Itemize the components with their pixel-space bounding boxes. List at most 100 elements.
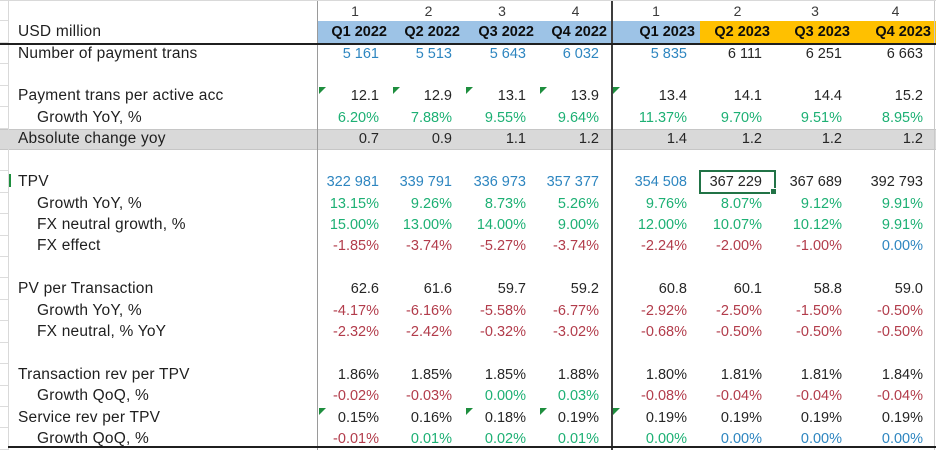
cell[interactable]: 0.16% [410, 409, 452, 426]
cell[interactable]: -0.02% [333, 388, 379, 405]
cell[interactable]: 0.15% [318, 407, 392, 428]
cell[interactable]: -0.50% [877, 302, 923, 319]
cell[interactable] [775, 343, 855, 364]
cell[interactable] [700, 64, 775, 85]
cell[interactable]: 1.80% [645, 366, 687, 383]
cell[interactable] [539, 343, 612, 364]
cell[interactable]: 60.8 [658, 281, 687, 298]
column-number[interactable]: 2 [733, 2, 742, 19]
cell[interactable]: 12.9 [392, 86, 465, 107]
cell[interactable]: -5.27% [480, 238, 526, 255]
quarter-header[interactable]: Q3 2023 [775, 21, 855, 43]
cell[interactable] [539, 257, 612, 278]
cell[interactable]: 58.8 [813, 281, 842, 298]
cell[interactable] [318, 64, 392, 85]
cell[interactable]: 1.88% [557, 366, 599, 383]
cell[interactable]: 6 111 [727, 45, 762, 62]
quarter-header[interactable]: Q4 2022 [539, 21, 612, 43]
cell[interactable]: 0.00% [484, 388, 526, 405]
cell[interactable] [318, 150, 392, 171]
selected-cell[interactable]: 367 229 [699, 170, 777, 195]
cell[interactable]: 5 513 [415, 45, 452, 62]
cell[interactable]: 14.00% [476, 216, 526, 233]
cell[interactable]: -0.50% [796, 324, 842, 341]
cell[interactable]: 0.02% [484, 431, 526, 448]
cell[interactable] [700, 150, 775, 171]
cell[interactable]: 9.00% [557, 216, 599, 233]
cell[interactable] [392, 150, 465, 171]
cell[interactable]: 1.2 [855, 128, 936, 150]
row-label[interactable]: Growth YoY, % [37, 301, 142, 319]
cell[interactable]: 1.2 [775, 128, 855, 150]
cell[interactable] [855, 64, 936, 85]
cell[interactable]: 9.55% [484, 109, 526, 126]
cell[interactable]: 7.88% [410, 109, 452, 126]
cell[interactable]: 61.6 [423, 281, 452, 298]
cell[interactable] [612, 64, 700, 85]
cell[interactable] [465, 343, 539, 364]
cell[interactable]: 14.1 [733, 88, 762, 105]
row-label[interactable]: Transaction rev per TPV [18, 365, 190, 383]
cell[interactable]: 0.03% [557, 388, 599, 405]
cell[interactable]: 6 251 [805, 45, 842, 62]
cell[interactable]: 0.00% [645, 431, 687, 448]
cell[interactable]: -5.58% [480, 302, 526, 319]
quarter-header[interactable]: Q3 2022 [465, 21, 539, 43]
cell[interactable]: -0.04% [716, 388, 762, 405]
cell[interactable]: -2.00% [716, 238, 762, 255]
quarter-header[interactable]: Q1 2023 [612, 21, 700, 43]
column-number[interactable]: 4 [891, 2, 900, 19]
cell[interactable]: 60.1 [733, 281, 762, 298]
column-number[interactable]: 1 [351, 2, 359, 19]
cell[interactable]: -3.02% [553, 324, 599, 341]
cell[interactable]: 0.19% [539, 407, 612, 428]
cell[interactable]: 62.6 [350, 281, 379, 298]
cell[interactable]: -4.17% [333, 302, 379, 319]
row-label[interactable]: Payment trans per active acc [18, 87, 224, 105]
row-label[interactable] [8, 64, 318, 85]
cell[interactable]: 0.00% [881, 238, 923, 255]
cell[interactable]: 9.51% [800, 109, 842, 126]
cell[interactable]: 10.07% [712, 216, 762, 233]
cell[interactable]: -2.92% [641, 302, 687, 319]
column-number[interactable]: 3 [498, 2, 506, 19]
column-number[interactable]: 4 [571, 2, 580, 19]
row-label[interactable] [8, 150, 318, 171]
cell[interactable]: 10.12% [792, 216, 842, 233]
row-label[interactable] [8, 343, 318, 364]
cell[interactable]: 6 032 [562, 45, 599, 62]
cell[interactable]: 9.12% [800, 195, 842, 212]
cell[interactable]: 1.85% [484, 366, 526, 383]
row-label[interactable]: TPV [8, 171, 318, 192]
cell[interactable]: 5.26% [557, 195, 599, 212]
cell[interactable]: 8.07% [720, 195, 762, 212]
cell[interactable]: -0.68% [641, 324, 687, 341]
quarter-header[interactable]: Q2 2022 [392, 21, 465, 43]
cell[interactable]: -1.00% [796, 238, 842, 255]
cell[interactable]: 0.19% [800, 409, 842, 426]
row-label[interactable] [8, 257, 318, 278]
cell[interactable]: -6.16% [406, 302, 452, 319]
row-label[interactable]: PV per Transaction [18, 280, 154, 298]
column-number[interactable]: 3 [811, 2, 819, 19]
cell[interactable]: 336 973 [473, 174, 526, 191]
cell[interactable]: 1.81% [800, 366, 842, 383]
cell[interactable] [855, 257, 936, 278]
cell[interactable]: 1.85% [410, 366, 452, 383]
row-label[interactable]: Service rev per TPV [18, 408, 161, 426]
cell[interactable] [700, 343, 775, 364]
cell[interactable] [775, 64, 855, 85]
column-number[interactable]: 1 [652, 2, 660, 19]
cell[interactable] [392, 64, 465, 85]
cell[interactable]: 1.86% [337, 366, 379, 383]
cell[interactable]: 0.19% [720, 409, 762, 426]
cell[interactable] [855, 343, 936, 364]
cell[interactable]: 11.37% [638, 109, 687, 126]
fill-handle[interactable] [770, 187, 777, 195]
row-label[interactable]: Number of payment trans [18, 44, 198, 62]
cell[interactable]: 392 793 [870, 174, 923, 191]
cell[interactable]: 8.95% [881, 109, 923, 126]
cell[interactable] [318, 257, 392, 278]
cell[interactable]: 12.1 [318, 86, 392, 107]
cell[interactable]: -2.50% [716, 302, 762, 319]
